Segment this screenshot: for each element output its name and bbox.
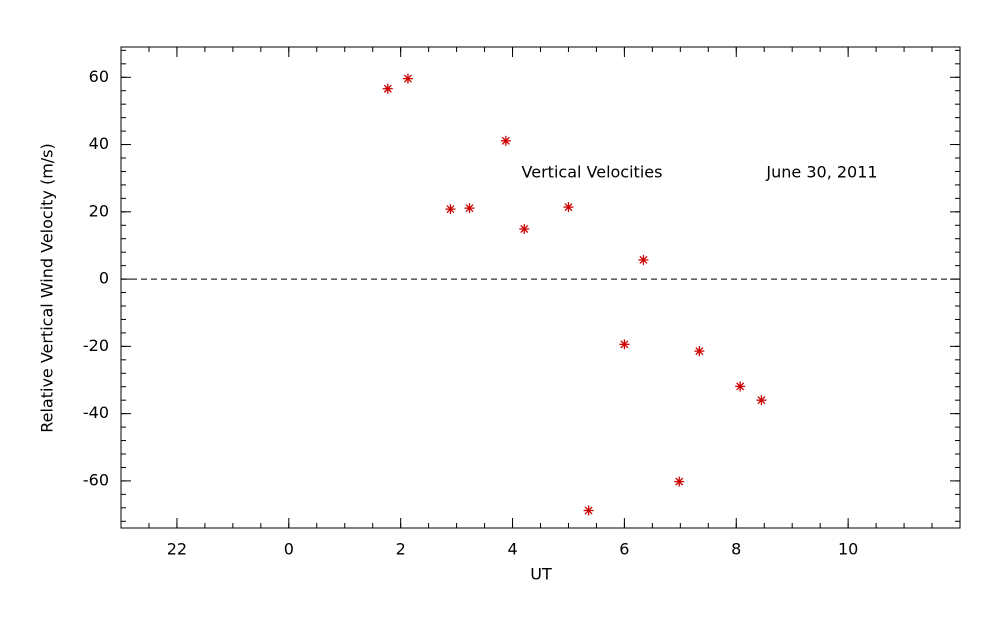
y-tick-label: 20 — [89, 201, 109, 220]
point — [619, 339, 630, 350]
annotation: Vertical Velocities — [522, 163, 663, 182]
point-stroke — [675, 477, 684, 486]
y-tick-label: -60 — [83, 470, 109, 489]
y-tick-label: -40 — [83, 403, 109, 422]
point-stroke — [520, 224, 529, 233]
x-axis-label: UT — [530, 565, 552, 584]
x-tick-label: 0 — [284, 540, 294, 559]
point-stroke — [620, 340, 629, 349]
point-stroke — [639, 255, 648, 264]
x-tick-label: 4 — [507, 540, 517, 559]
point — [583, 505, 594, 516]
point-stroke — [584, 506, 593, 515]
point — [756, 395, 767, 406]
annotation: June 30, 2011 — [765, 163, 877, 182]
x-tick-label: 22 — [167, 540, 187, 559]
point-stroke — [446, 205, 455, 214]
point — [500, 135, 511, 146]
point — [563, 202, 574, 213]
point — [519, 223, 530, 234]
x-tick-label: 10 — [838, 540, 858, 559]
x-tick-label: 8 — [731, 540, 741, 559]
plot-frame — [120, 46, 961, 529]
point — [674, 476, 685, 487]
point-stroke — [383, 84, 392, 93]
point — [735, 381, 746, 392]
y-tick-label: 40 — [89, 134, 109, 153]
point — [694, 346, 705, 357]
point-stroke — [465, 204, 474, 213]
y-tick-label: -20 — [83, 336, 109, 355]
point-stroke — [736, 382, 745, 391]
point — [382, 83, 393, 94]
point-stroke — [564, 203, 573, 212]
x-tick-label: 2 — [396, 540, 406, 559]
y-axis-label: Relative Vertical Wind Velocity (m/s) — [38, 143, 57, 433]
point — [464, 203, 475, 214]
point — [402, 73, 413, 84]
y-tick-label: 0 — [99, 269, 109, 288]
point — [445, 204, 456, 215]
x-tick-label: 6 — [619, 540, 629, 559]
point-stroke — [501, 136, 510, 145]
point — [638, 254, 649, 265]
y-tick-label: 60 — [89, 67, 109, 86]
point-stroke — [757, 396, 766, 405]
point-stroke — [695, 347, 704, 356]
point-stroke — [403, 74, 412, 83]
